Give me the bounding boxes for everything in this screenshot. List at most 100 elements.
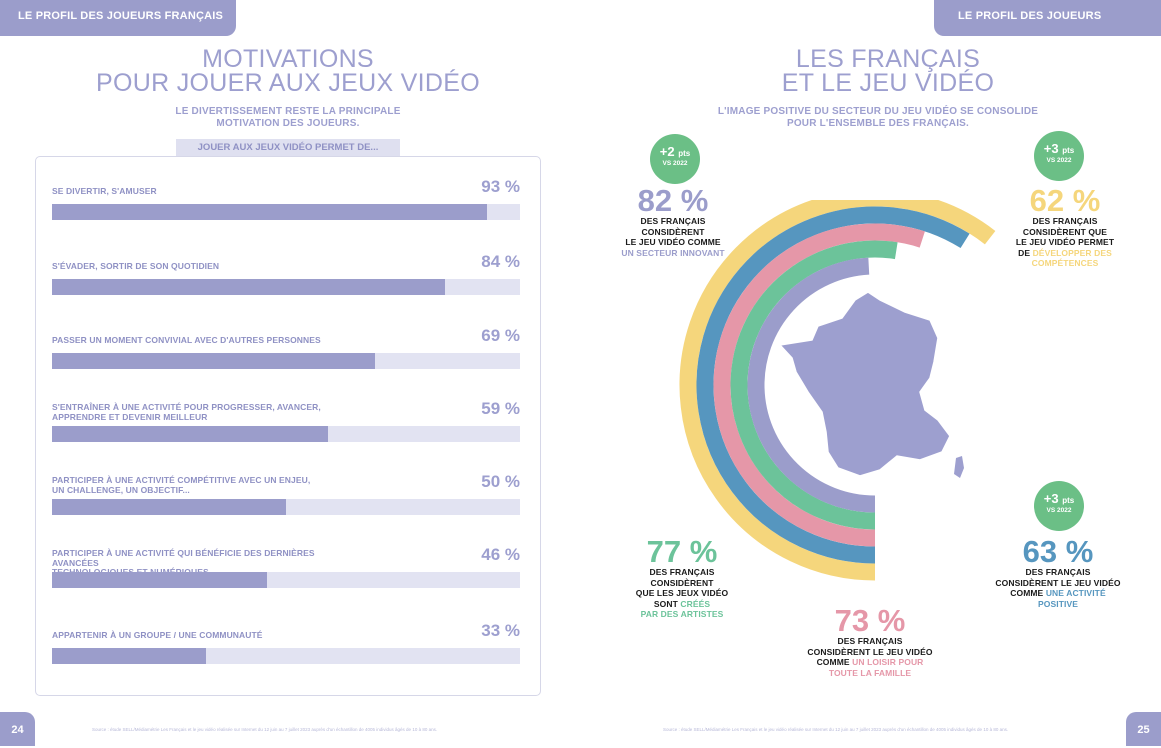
motivation-row: APPARTENIR À UN GROUPE / UNE COMMUNAUTÉ 3…: [52, 621, 520, 677]
stat-innovant: 82 % DES FRANÇAIS CONSIDÈRENT LE JEU VID…: [598, 183, 748, 258]
motivation-bar-track: [52, 279, 520, 295]
motivation-label-line1: APPARTENIR À UN GROUPE / UNE COMMUNAUTÉ: [52, 630, 263, 640]
stat-artistes-prefix: SONT: [653, 598, 678, 609]
badge-competences-unit: pts: [1062, 146, 1075, 155]
stat-artistes-pct: 77 %: [646, 534, 718, 569]
left-page-title: MOTIVATIONS POUR JOUER AUX JEUX VIDÉO: [60, 45, 516, 97]
stat-famille-highlight2: TOUTE LA FAMILLE: [828, 667, 912, 678]
stat-innovant-pct: 82 %: [637, 183, 709, 218]
stat-positive: 63 % DES FRANÇAIS CONSIDÈRENT LE JEU VID…: [978, 534, 1138, 609]
motivation-bar: [52, 572, 267, 588]
motivation-label-line1: PARTICIPER À UNE ACTIVITÉ COMPÉTITIVE AV…: [52, 475, 311, 485]
badge-competences: +3 pts VS 2022: [1034, 131, 1084, 181]
right-subtitle-line-1: L'IMAGE POSITIVE DU SECTEUR DU JEU VIDÉO…: [717, 106, 1039, 117]
stat-artistes: 77 % DES FRANÇAIS CONSIDÈRENT QUE LES JE…: [607, 534, 757, 620]
badge-competences-note: VS 2022: [1046, 157, 1072, 164]
motivation-bar: [52, 499, 286, 515]
motivation-value: 69 %: [481, 326, 520, 345]
page-number-left: 24: [0, 712, 35, 746]
stat-artistes-line3: QUE LES JEUX VIDÉO: [635, 588, 729, 598]
motivation-bar-track: [52, 426, 520, 442]
motivation-row: PARTICIPER À UNE ACTIVITÉ COMPÉTITIVE AV…: [52, 472, 520, 528]
stat-innovant-highlight: UN SECTEUR INNOVANT: [621, 247, 725, 258]
motivation-row: PASSER UN MOMENT CONVIVIAL AVEC D'AUTRES…: [52, 326, 520, 382]
stat-innovant-line1: DES FRANÇAIS: [640, 216, 706, 226]
badge-competences-value: +3: [1043, 141, 1059, 156]
motivation-value: 33 %: [481, 621, 520, 640]
motivation-label: APPARTENIR À UN GROUPE / UNE COMMUNAUTÉ: [52, 630, 342, 641]
page-number-right: 25: [1126, 712, 1161, 746]
motivation-bar: [52, 279, 445, 295]
source-note-left: Source : étude SELL/Médiamétrie Les Fran…: [92, 727, 438, 732]
left-subtitle-line-2: MOTIVATION DES JOUEURS.: [216, 118, 360, 129]
motivation-row: S'ÉVADER, SORTIR DE SON QUOTIDIEN 84 %: [52, 252, 520, 308]
motivation-bar-track: [52, 204, 520, 220]
stat-famille-prefix: COMME: [816, 657, 850, 667]
left-section-tab: LE PROFIL DES JOUEURS FRANÇAIS: [0, 0, 236, 36]
motivation-label-line1: PARTICIPER À UNE ACTIVITÉ QUI BÉNÉFICIE …: [52, 548, 315, 568]
motivation-label-line1: S'ENTRAÎNER À UNE ACTIVITÉ POUR PROGRESS…: [52, 402, 321, 412]
badge-positive-value: +3: [1043, 491, 1059, 506]
badge-positive-unit: pts: [1062, 496, 1075, 505]
left-title-line-2: POUR JOUER AUX JEUX VIDÉO: [96, 69, 480, 97]
stat-positive-prefix: COMME: [1010, 588, 1044, 598]
stat-competences-prefix: DE: [1018, 247, 1031, 258]
badge-innovant: +2 pts VS 2022: [650, 134, 700, 184]
motivation-bar: [52, 353, 375, 369]
right-page-subtitle: L'IMAGE POSITIVE DU SECTEUR DU JEU VIDÉO…: [690, 106, 1066, 130]
stat-competences-line1: DES FRANÇAIS: [1032, 216, 1098, 226]
arc-positive: [696, 206, 970, 564]
stat-positive-line2: CONSIDÈRENT LE JEU VIDÉO: [995, 577, 1121, 588]
motivation-label: S'ÉVADER, SORTIR DE SON QUOTIDIEN: [52, 261, 342, 272]
motivation-value: 50 %: [481, 472, 520, 491]
right-title-line-2: ET LE JEU VIDÉO: [781, 69, 995, 97]
stat-competences-pct: 62 %: [1029, 183, 1101, 218]
left-subtitle-line-1: LE DIVERTISSEMENT RESTE LA PRINCIPALE: [175, 106, 401, 117]
badge-positive-note: VS 2022: [1046, 507, 1072, 514]
motivation-label-line2: UN CHALLENGE, UN OBJECTIF...: [52, 484, 190, 495]
corsica-map-icon: [954, 456, 964, 478]
stat-artistes-line1: DES FRANÇAIS: [649, 567, 715, 577]
motivation-label: SE DIVERTIR, S'AMUSER: [52, 186, 342, 197]
stat-innovant-line3: LE JEU VIDÉO COMME: [625, 237, 721, 247]
motivation-label-line1: S'ÉVADER, SORTIR DE SON QUOTIDIEN: [52, 261, 220, 271]
stat-competences-line3: LE JEU VIDÉO PERMET: [1015, 237, 1115, 247]
arc-famille: [713, 223, 925, 547]
badge-innovant-note: VS 2022: [662, 160, 688, 167]
left-page-subtitle: LE DIVERTISSEMENT RESTE LA PRINCIPALE MO…: [120, 106, 456, 130]
stat-competences-line2: CONSIDÈRENT QUE: [1022, 226, 1108, 237]
opinion-arcs-figure: [679, 200, 996, 581]
motivation-label: PARTICIPER À UNE ACTIVITÉ COMPÉTITIVE AV…: [52, 475, 342, 495]
left-title-line-1: MOTIVATIONS: [202, 45, 374, 73]
right-page-title: LES FRANÇAIS ET LE JEU VIDÉO: [660, 45, 1116, 97]
motivation-label-line1: SE DIVERTIR, S'AMUSER: [52, 186, 157, 196]
motivation-row: PARTICIPER À UNE ACTIVITÉ QUI BÉNÉFICIE …: [52, 545, 520, 601]
right-subtitle-line-2: POUR L'ENSEMBLE DES FRANÇAIS.: [786, 118, 970, 129]
right-title-line-1: LES FRANÇAIS: [795, 45, 981, 73]
stat-famille-line1: DES FRANÇAIS: [837, 636, 903, 646]
stat-famille-line2: CONSIDÈRENT LE JEU VIDÉO: [807, 646, 933, 657]
motivation-label: S'ENTRAÎNER À UNE ACTIVITÉ POUR PROGRESS…: [52, 402, 342, 422]
page-number-left-label: 24: [11, 724, 24, 736]
motivation-label: PASSER UN MOMENT CONVIVIAL AVEC D'AUTRES…: [52, 335, 342, 346]
stat-famille-pct: 73 %: [834, 603, 906, 638]
motivation-row: S'ENTRAÎNER À UNE ACTIVITÉ POUR PROGRESS…: [52, 399, 520, 455]
stat-competences-highlight2: COMPÉTENCES: [1031, 258, 1099, 268]
arc-competences: [679, 200, 996, 581]
motivation-value: 46 %: [481, 545, 520, 564]
motivation-bar: [52, 648, 206, 664]
motivation-bar-track: [52, 572, 520, 588]
motivation-bar-track: [52, 353, 520, 369]
stat-positive-pct: 63 %: [1022, 534, 1094, 569]
stat-competences-highlight1: DÉVELOPPER DES: [1032, 247, 1112, 258]
motivation-value: 84 %: [481, 252, 520, 271]
motivation-value: 93 %: [481, 177, 520, 196]
motivation-label-line1: PASSER UN MOMENT CONVIVIAL AVEC D'AUTRES…: [52, 335, 321, 345]
stat-innovant-line2: CONSIDÈRENT: [641, 226, 705, 237]
motivation-value: 59 %: [481, 399, 520, 418]
stat-artistes-highlight1: CRÉÉS: [680, 598, 711, 609]
motivation-row: SE DIVERTIR, S'AMUSER 93 %: [52, 177, 520, 233]
stat-positive-line1: DES FRANÇAIS: [1025, 567, 1091, 577]
stat-famille: 73 % DES FRANÇAIS CONSIDÈRENT LE JEU VID…: [785, 603, 955, 678]
stat-positive-highlight2: POSITIVE: [1037, 598, 1078, 609]
